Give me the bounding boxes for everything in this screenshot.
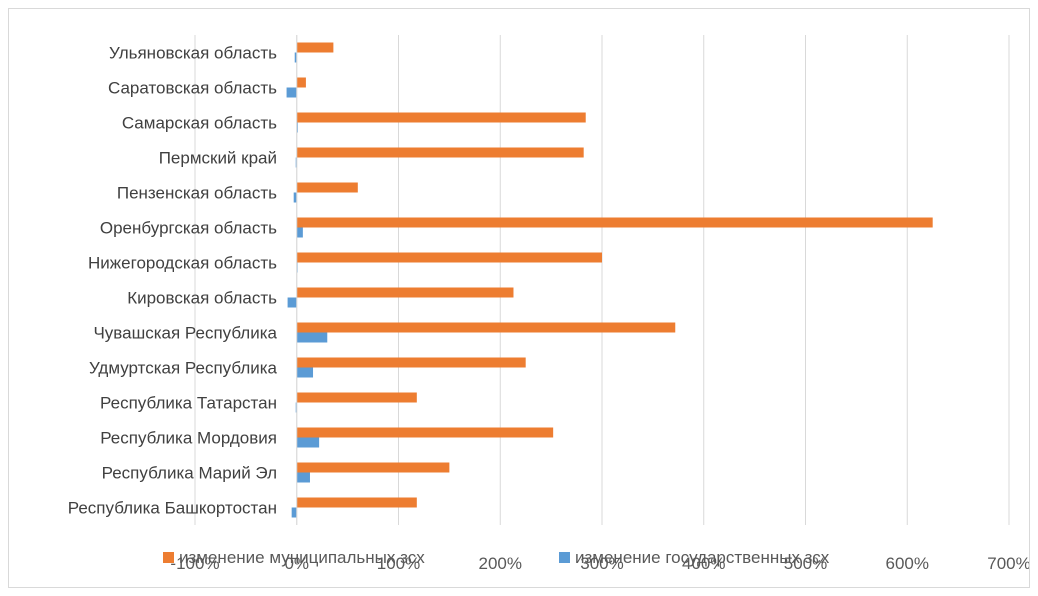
bar-state bbox=[287, 297, 297, 308]
legend-swatch bbox=[163, 552, 174, 563]
bar-municipal bbox=[296, 287, 514, 298]
legend-label: изменение государственных зсх bbox=[575, 548, 830, 567]
category-label: Саратовская область bbox=[108, 79, 277, 98]
bar-municipal bbox=[296, 252, 602, 263]
bar-municipal bbox=[296, 392, 417, 403]
x-tick-label: 100% bbox=[377, 554, 420, 573]
bar-municipal bbox=[296, 217, 933, 228]
x-tick-label: 300% bbox=[580, 554, 623, 573]
category-label: Республика Татарстан bbox=[100, 394, 277, 413]
category-label: Кировская область bbox=[127, 289, 277, 308]
bar-state bbox=[294, 52, 297, 63]
bar-chart: -100% 0% 100% 200% 300% 400% 500% 600% 700% Респу… bbox=[68, 35, 1031, 573]
bar-state bbox=[296, 367, 314, 378]
bar-municipal bbox=[296, 112, 586, 123]
category-label: Чувашская Республика bbox=[93, 324, 277, 343]
bar-state bbox=[296, 227, 303, 238]
x-tick-label: 400% bbox=[682, 554, 725, 573]
legend-swatch bbox=[559, 552, 570, 563]
category-label: Республика Башкортостан bbox=[68, 499, 277, 518]
category-label: Республика Марий Эл bbox=[102, 464, 277, 483]
x-tick-label: -100% bbox=[170, 554, 219, 573]
category-label: Ульяновская область bbox=[109, 44, 277, 63]
x-tick-label: 200% bbox=[479, 554, 522, 573]
bar-state bbox=[286, 87, 297, 98]
bar-state bbox=[295, 157, 297, 168]
bar-municipal bbox=[296, 77, 306, 88]
category-label: Удмуртская Республика bbox=[89, 359, 278, 378]
bar-state bbox=[295, 402, 297, 413]
chart-frame: -100% 0% 100% 200% 300% 400% 500% 600% 700% Респу… bbox=[8, 8, 1031, 588]
category-label: Республика Мордовия bbox=[100, 429, 277, 448]
bar-state bbox=[296, 122, 298, 133]
bar-state bbox=[296, 437, 320, 448]
bar-municipal bbox=[296, 462, 450, 473]
bar-state bbox=[293, 192, 297, 203]
category-label: Пермский край bbox=[159, 149, 277, 168]
bar-municipal bbox=[296, 497, 417, 508]
category-label: Нижегородская область bbox=[88, 254, 277, 273]
x-tick-label: 500% bbox=[784, 554, 827, 573]
bar-state bbox=[296, 332, 328, 343]
bar-municipal bbox=[296, 427, 554, 438]
bar-municipal bbox=[296, 42, 334, 53]
category-label: Пензенская область bbox=[117, 184, 277, 203]
bar-municipal bbox=[296, 322, 676, 333]
bar-state bbox=[291, 507, 297, 518]
bar-state bbox=[296, 472, 310, 483]
bar-municipal bbox=[296, 182, 358, 193]
legend-label: изменение муниципальных зсх bbox=[179, 548, 425, 567]
bar-municipal bbox=[296, 147, 584, 158]
x-tick-label: 700% bbox=[987, 554, 1029, 573]
bar-municipal bbox=[296, 357, 526, 368]
x-tick-label: 0% bbox=[284, 554, 309, 573]
category-label: Оренбургская область bbox=[100, 219, 277, 238]
x-tick-label: 600% bbox=[886, 554, 929, 573]
category-label: Самарская область bbox=[122, 114, 277, 133]
